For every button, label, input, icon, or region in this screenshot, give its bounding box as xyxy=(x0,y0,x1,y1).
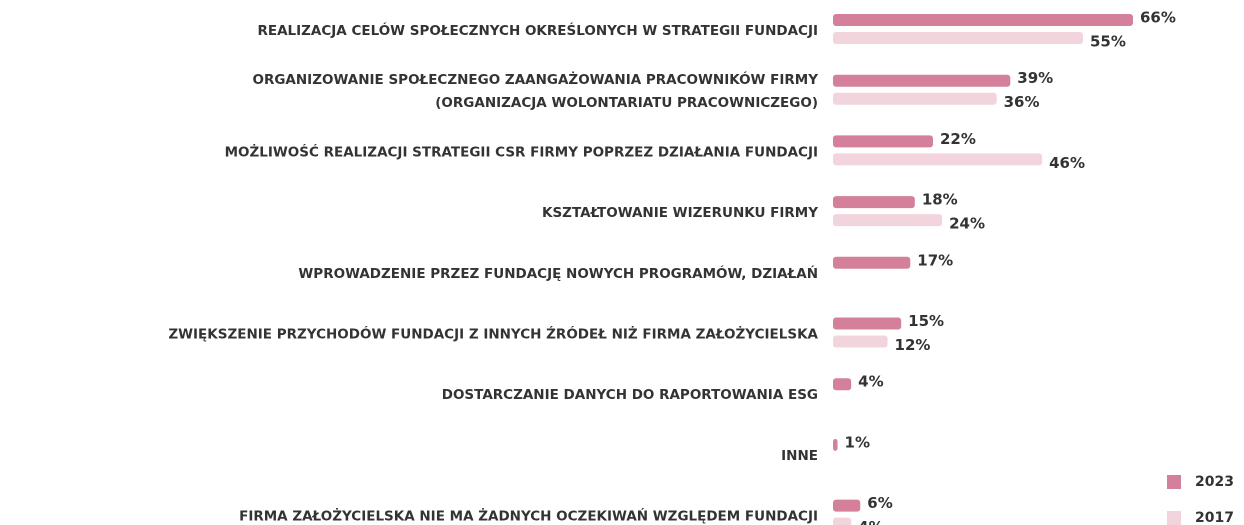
value-label: 18% xyxy=(922,191,958,209)
bar xyxy=(833,153,1043,166)
category-label: FIRMA ZAŁOŻYCIELSKA NIE MA ŻADNYCH OCZEK… xyxy=(239,507,818,525)
category-label: KSZTAŁTOWANIE WIZERUNKU FIRMY xyxy=(542,205,818,221)
value-label: 1% xyxy=(845,433,870,451)
category-label: ORGANIZOWANIE SPOŁECZNEGO ZAANGAŻOWANIA … xyxy=(252,70,818,111)
value-label: 6% xyxy=(867,494,892,512)
bar xyxy=(833,317,902,330)
value-label: 12% xyxy=(895,336,931,354)
category-label: INNE xyxy=(781,448,818,464)
value-label: 17% xyxy=(917,251,953,269)
value-label: 4% xyxy=(858,518,883,525)
value-label: 66% xyxy=(1140,9,1176,27)
value-label: 4% xyxy=(858,373,883,391)
bar xyxy=(833,74,1011,87)
bar xyxy=(833,214,943,227)
bar xyxy=(833,335,888,348)
bar xyxy=(833,14,1133,26)
legend-swatch xyxy=(1167,475,1181,489)
value-label: 22% xyxy=(940,130,976,148)
bar xyxy=(833,92,997,105)
bar xyxy=(833,438,838,451)
bar xyxy=(833,378,852,391)
value-label: 24% xyxy=(949,215,985,233)
value-label: 55% xyxy=(1090,33,1126,51)
legend-label: 2017 xyxy=(1195,510,1234,525)
bar xyxy=(833,499,861,512)
category-label: ZWIĘKSZENIE PRZYCHODÓW FUNDACJI Z INNYCH… xyxy=(168,325,818,343)
value-label: 46% xyxy=(1049,154,1085,172)
value-label: 39% xyxy=(1017,69,1053,87)
category-label: WPROWADZENIE PRZEZ FUNDACJĘ NOWYCH PROGR… xyxy=(298,264,818,282)
bar xyxy=(833,256,911,269)
bar xyxy=(833,32,1083,44)
category-label: DOSTARCZANIE DANYCH DO RAPORTOWANIA ESG xyxy=(442,387,818,403)
value-label: 15% xyxy=(908,312,944,330)
bar xyxy=(833,196,915,209)
legend-label: 2023 xyxy=(1195,474,1234,490)
category-label: MOŻLIWOŚĆ REALIZACJI STRATEGII CSR FIRMY… xyxy=(225,142,818,160)
legend-swatch xyxy=(1167,511,1181,525)
category-label: REALIZACJA CELÓW SPOŁECZNYCH OKREŚLONYCH… xyxy=(257,21,818,39)
value-label: 36% xyxy=(1004,93,1040,111)
bar xyxy=(833,517,852,525)
bar xyxy=(833,135,933,148)
